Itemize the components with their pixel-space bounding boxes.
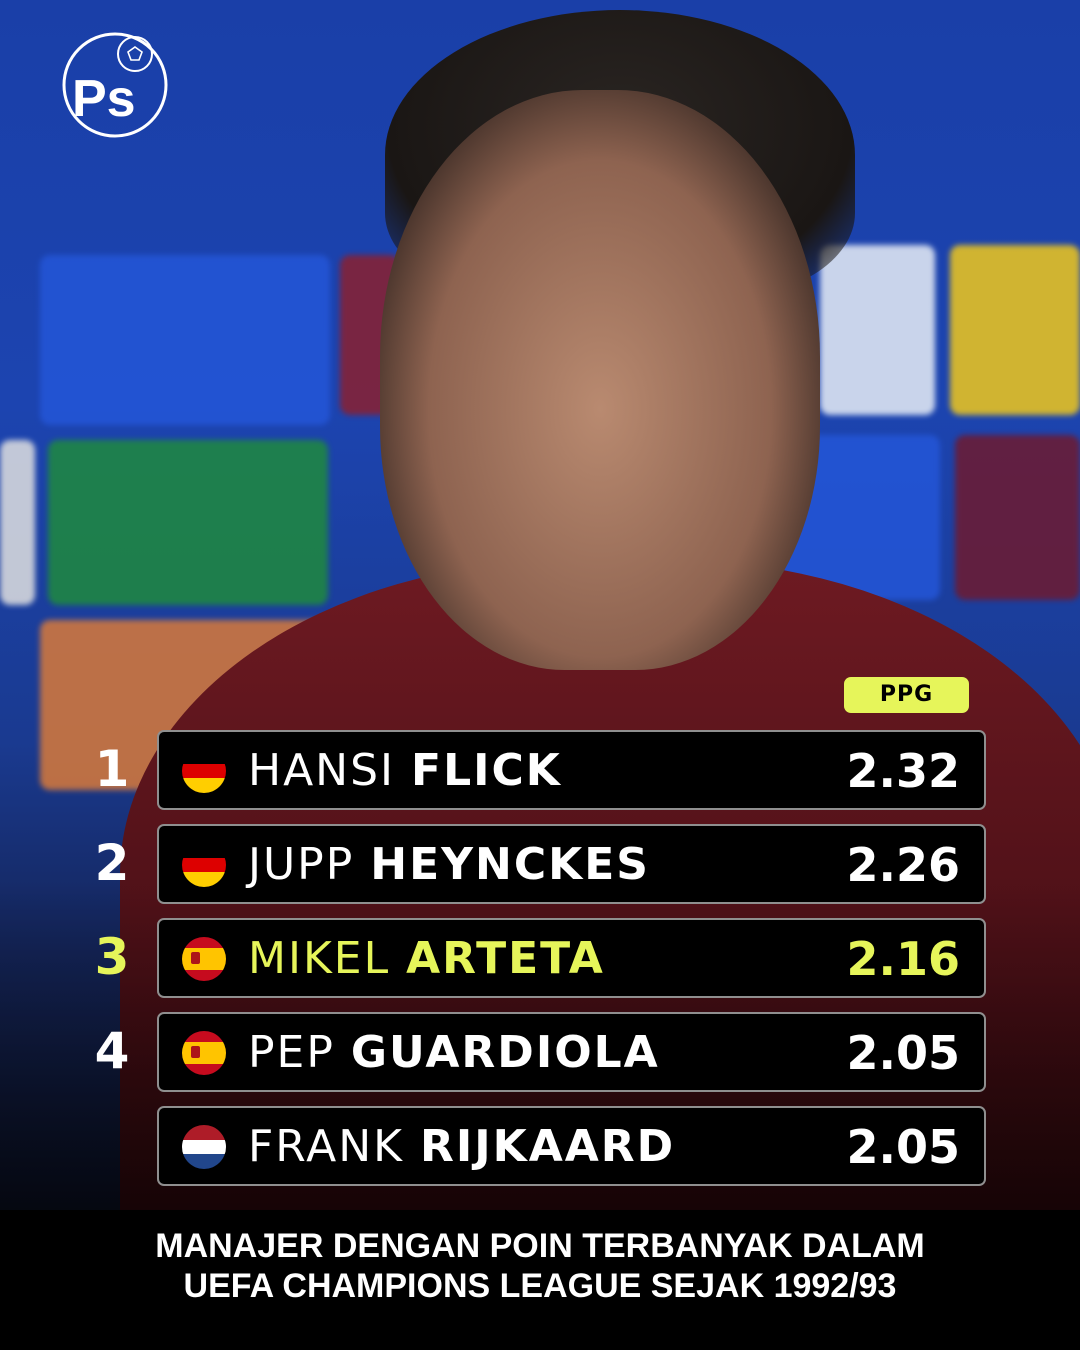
manager-name: PEP GUARDIOLA [248, 1014, 660, 1092]
ppg-value: 2.05 [846, 1026, 961, 1080]
football-icon [117, 36, 153, 72]
brand-logo: Ps [62, 32, 168, 138]
manager-name: JUPP HEYNCKES [248, 826, 650, 904]
ppg-value: 2.26 [846, 838, 961, 892]
last-name: FLICK [411, 745, 562, 796]
ppg-value: 2.32 [846, 744, 961, 798]
spain-flag-icon [182, 1031, 226, 1075]
first-name: HANSI [248, 745, 396, 796]
first-name: MIKEL [248, 933, 391, 984]
ppg-value: 2.16 [846, 932, 961, 986]
manager-name: HANSI FLICK [248, 732, 562, 810]
germany-flag-icon [182, 749, 226, 793]
netherlands-flag-icon [182, 1125, 226, 1169]
last-name: RIJKAARD [419, 1121, 676, 1172]
ranking-row: JUPP HEYNCKES 2.26 [157, 824, 986, 904]
germany-flag-icon [182, 843, 226, 887]
ranking-row: FRANK RIJKAARD 2.05 [157, 1106, 986, 1186]
manager-name: MIKEL ARTETA [248, 920, 605, 998]
caption-line-1: MANAJER DENGAN POIN TERBANYAK DALAM [155, 1227, 925, 1265]
ppg-column-label: PPG [844, 677, 969, 713]
last-name: GUARDIOLA [350, 1027, 660, 1078]
svg-text:Ps: Ps [72, 70, 136, 128]
rank-number: 1 [94, 740, 130, 798]
rank-number: 4 [94, 1022, 130, 1080]
ppg-value: 2.05 [846, 1120, 961, 1174]
spain-flag-icon [182, 937, 226, 981]
ranking-row: PEP GUARDIOLA 2.05 [157, 1012, 986, 1092]
manager-name: FRANK RIJKAARD [248, 1108, 675, 1186]
first-name: JUPP [248, 839, 355, 890]
first-name: PEP [248, 1027, 335, 1078]
last-name: ARTETA [406, 933, 605, 984]
caption-line-2: UEFA CHAMPIONS LEAGUE SEJAK 1992/93 [183, 1267, 897, 1305]
rank-number: 2 [94, 834, 130, 892]
rank-number: 3 [94, 928, 130, 986]
ranking-row: MIKEL ARTETA 2.16 [157, 918, 986, 998]
caption: MANAJER DENGAN POIN TERBANYAK DALAM UEFA… [0, 1210, 1080, 1350]
ranking-row: HANSI FLICK 2.32 [157, 730, 986, 810]
last-name: HEYNCKES [370, 839, 650, 890]
first-name: FRANK [248, 1121, 404, 1172]
